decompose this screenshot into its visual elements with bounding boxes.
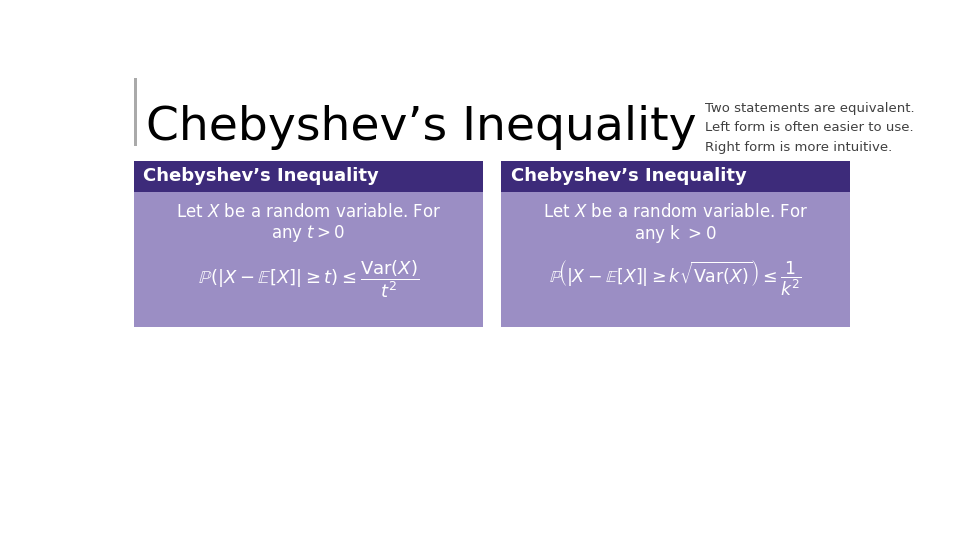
FancyBboxPatch shape: [134, 78, 137, 146]
Text: $\mathbb{P}(|X - \mathbb{E}[X]| \geq t) \leq \dfrac{\mathrm{Var}(X)}{t^2}$: $\mathbb{P}(|X - \mathbb{E}[X]| \geq t) …: [198, 258, 419, 300]
Text: Chebyshev’s Inequality: Chebyshev’s Inequality: [511, 167, 746, 185]
Text: Two statements are equivalent.
Left form is often easier to use.
Right form is m: Two statements are equivalent. Left form…: [706, 102, 915, 154]
Text: Let $X$ be a random variable. For: Let $X$ be a random variable. For: [176, 202, 441, 221]
Text: Let $X$ be a random variable. For: Let $X$ be a random variable. For: [543, 202, 808, 221]
Text: $\mathbb{P}\!\left(|X - \mathbb{E}[X]| \geq k\sqrt{\mathrm{Var}(X)}\right) \leq : $\mathbb{P}\!\left(|X - \mathbb{E}[X]| \…: [549, 258, 802, 298]
Text: any $t > 0$: any $t > 0$: [272, 222, 346, 244]
Text: Chebyshev’s Inequality: Chebyshev’s Inequality: [143, 167, 379, 185]
FancyBboxPatch shape: [501, 192, 850, 327]
Text: Chebyshev’s Inequality: Chebyshev’s Inequality: [146, 105, 697, 150]
FancyBboxPatch shape: [134, 161, 483, 192]
Text: any k $> 0$: any k $> 0$: [635, 222, 717, 245]
FancyBboxPatch shape: [501, 161, 850, 192]
FancyBboxPatch shape: [134, 192, 483, 327]
